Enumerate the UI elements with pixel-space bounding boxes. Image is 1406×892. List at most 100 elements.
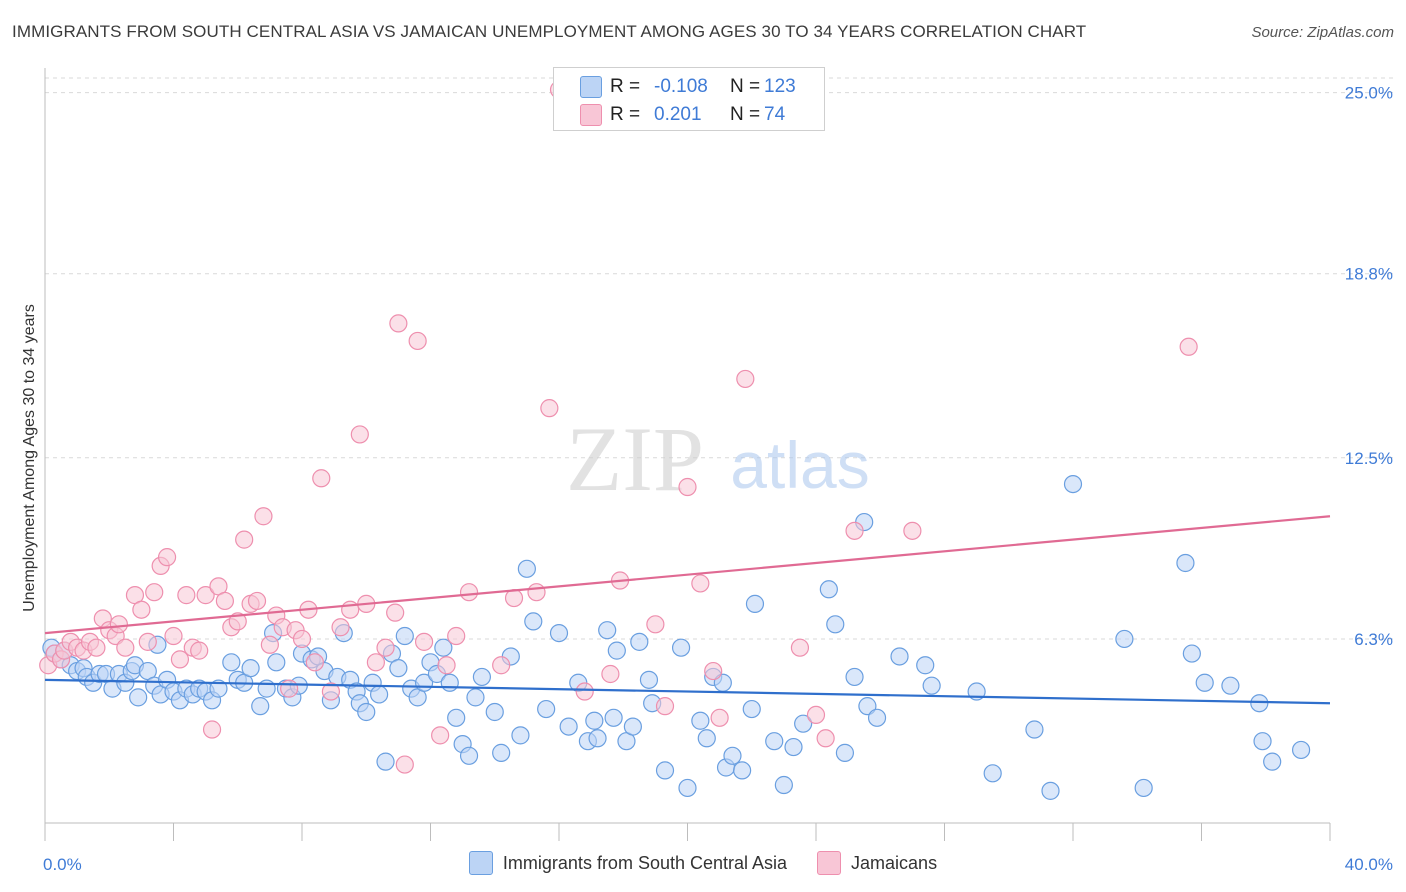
data-point-blue — [819, 580, 838, 599]
data-point-blue — [623, 717, 642, 736]
r-value: 0.201 — [654, 104, 702, 125]
data-point-blue — [472, 667, 491, 687]
data-point-blue — [222, 653, 241, 672]
data-point-pink — [678, 477, 697, 497]
data-point-pink — [790, 638, 810, 657]
data-point-blue — [267, 653, 286, 672]
data-point-pink — [321, 682, 341, 701]
data-point-blue — [1291, 740, 1311, 760]
legend-entry-blue[interactable]: Immigrants from South Central Asia — [468, 851, 788, 875]
data-point-blue — [440, 673, 459, 692]
data-point-pink — [366, 653, 385, 672]
data-point-blue — [588, 729, 607, 748]
data-point-pink — [386, 603, 405, 622]
data-point-pink — [228, 612, 247, 631]
data-point-pink — [164, 626, 183, 646]
data-point-pink — [655, 697, 675, 716]
data-point-pink — [305, 653, 324, 672]
data-point-pink — [447, 626, 466, 646]
data-point-pink — [845, 521, 864, 540]
legend-label-blue: Immigrants from South Central Asia — [502, 852, 788, 873]
data-point-blue — [1025, 720, 1044, 739]
data-point-pink — [87, 638, 106, 657]
data-point-pink — [736, 369, 755, 389]
data-point-blue — [678, 778, 697, 798]
data-point-blue — [697, 729, 716, 748]
data-point-pink — [292, 629, 312, 649]
data-point-blue — [447, 708, 466, 727]
data-point-blue — [1182, 644, 1201, 663]
y-tick-label: 12.5% — [1345, 449, 1393, 468]
data-point-blue — [845, 667, 864, 687]
data-point-pink — [254, 507, 273, 526]
trend-line-blue — [44, 678, 1331, 705]
data-point-pink — [235, 530, 254, 549]
legend-label-pink: Jamaicans — [851, 852, 938, 873]
data-point-blue — [607, 641, 626, 660]
data-point-blue — [1250, 694, 1269, 713]
n-label: N = — [730, 104, 761, 125]
data-point-pink — [116, 638, 135, 657]
chart-title: IMMIGRANTS FROM SOUTH CENTRAL ASIA VS JA… — [12, 22, 1087, 41]
data-point-pink — [540, 399, 559, 418]
data-point-blue — [511, 726, 530, 745]
legend-entry-pink[interactable]: Jamaicans — [817, 851, 937, 875]
x-tick-label: 40.0% — [1345, 855, 1393, 874]
data-point-pink — [414, 632, 434, 651]
x-tick-label: 0.0% — [43, 855, 82, 874]
n-value: 123 — [764, 76, 796, 97]
data-point-blue — [671, 638, 691, 657]
data-point-blue — [485, 702, 504, 722]
data-point-blue — [1176, 553, 1195, 573]
data-point-pink — [575, 682, 594, 701]
data-point-blue — [370, 685, 389, 704]
n-label: N = — [730, 76, 761, 97]
data-point-pink — [601, 664, 620, 684]
r-label: R = — [610, 76, 641, 97]
data-point-blue — [794, 714, 813, 733]
data-point-pink — [431, 726, 450, 745]
data-point-blue — [1263, 752, 1282, 771]
data-point-blue — [1134, 778, 1153, 798]
data-point-pink — [704, 661, 723, 681]
pink-swatch — [580, 104, 602, 126]
data-point-blue — [639, 670, 659, 689]
data-point-blue — [723, 746, 742, 765]
data-point-pink — [331, 618, 350, 637]
data-point-blue — [1221, 676, 1240, 695]
data-point-blue — [890, 647, 909, 666]
data-point-blue — [826, 615, 845, 634]
data-point-pink — [312, 469, 331, 488]
data-point-blue — [559, 717, 578, 736]
data-point-blue — [209, 679, 228, 698]
data-point-pink — [170, 650, 190, 669]
data-point-blue — [395, 626, 414, 646]
data-point-pink — [215, 591, 234, 611]
data-point-pink — [646, 615, 665, 634]
data-point-pink — [527, 583, 546, 602]
y-tick-label: 25.0% — [1345, 84, 1393, 103]
data-point-blue — [745, 594, 765, 613]
data-point-blue — [1195, 673, 1214, 692]
data-point-blue — [524, 612, 543, 631]
data-point-blue — [376, 752, 395, 771]
data-point-pink — [1179, 337, 1198, 356]
data-point-blue — [733, 761, 752, 780]
trend-line-pink — [44, 515, 1331, 635]
data-point-blue — [691, 711, 710, 730]
y-tick-label: 18.8% — [1345, 265, 1393, 284]
data-point-blue — [389, 659, 408, 678]
data-point-blue — [916, 656, 935, 675]
data-point-pink — [196, 586, 215, 605]
data-point-pink — [492, 656, 511, 675]
data-point-pink — [190, 641, 209, 660]
data-point-pink — [260, 635, 279, 654]
data-point-blue — [537, 699, 556, 719]
data-point-pink — [280, 679, 299, 698]
legend: Immigrants from South Central Asia Jamai… — [0, 851, 1406, 875]
blue-swatch — [580, 76, 602, 98]
data-point-blue — [835, 743, 855, 762]
data-point-blue — [459, 746, 479, 765]
data-point-pink — [389, 314, 408, 333]
